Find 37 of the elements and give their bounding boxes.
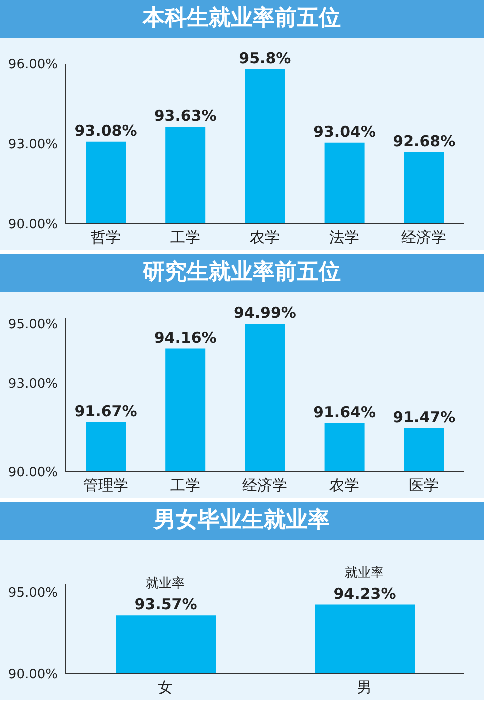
x-tick-label: 男 (357, 678, 372, 697)
x-tick-label: 哲学 (90, 228, 121, 247)
y-tick-label: 95.00% (8, 586, 58, 601)
x-tick-label: 女 (158, 678, 173, 697)
y-tick-label: 93.00% (8, 138, 58, 153)
data-label: 93.04% (314, 122, 376, 141)
data-label: 93.57% (134, 596, 198, 614)
data-label: 93.63% (154, 107, 217, 126)
data-label: 94.23% (334, 584, 396, 603)
chart-title: 男女毕业生就业率 (0, 502, 484, 540)
y-tick-label: 90.00% (8, 218, 58, 233)
x-tick-label: 管理学 (83, 476, 128, 495)
data-label: 92.68% (393, 132, 456, 151)
data-label: 94.16% (154, 328, 217, 347)
x-tick-label: 工学 (170, 228, 200, 247)
y-tick-label: 95.00% (8, 318, 58, 333)
chart-title: 研究生就业率前五位 (0, 254, 484, 292)
annotation: 就业率 (345, 564, 384, 581)
data-label: 91.47% (393, 408, 456, 426)
data-label: 94.99% (234, 304, 296, 322)
x-tick-label: 法学 (330, 228, 360, 247)
annotation: 就业率 (146, 576, 185, 592)
chart-title: 本科生就业率前五位 (0, 0, 484, 38)
data-label: 91.64% (314, 403, 376, 422)
x-tick-label: 工学 (170, 476, 200, 495)
y-tick-label: 93.00% (8, 376, 58, 392)
data-label: 93.08% (74, 122, 138, 140)
x-tick-label: 经济学 (402, 228, 447, 247)
data-label: 95.8% (239, 49, 292, 68)
y-tick-label: 90.00% (8, 466, 58, 481)
x-tick-label: 医学 (409, 476, 440, 495)
x-tick-label: 经济学 (242, 476, 288, 495)
data-label: 91.67% (74, 402, 138, 421)
y-tick-label: 96.00% (8, 58, 58, 73)
x-tick-label: 农学 (330, 476, 360, 495)
x-tick-label: 农学 (250, 228, 280, 247)
y-tick-label: 90.00% (8, 668, 58, 683)
